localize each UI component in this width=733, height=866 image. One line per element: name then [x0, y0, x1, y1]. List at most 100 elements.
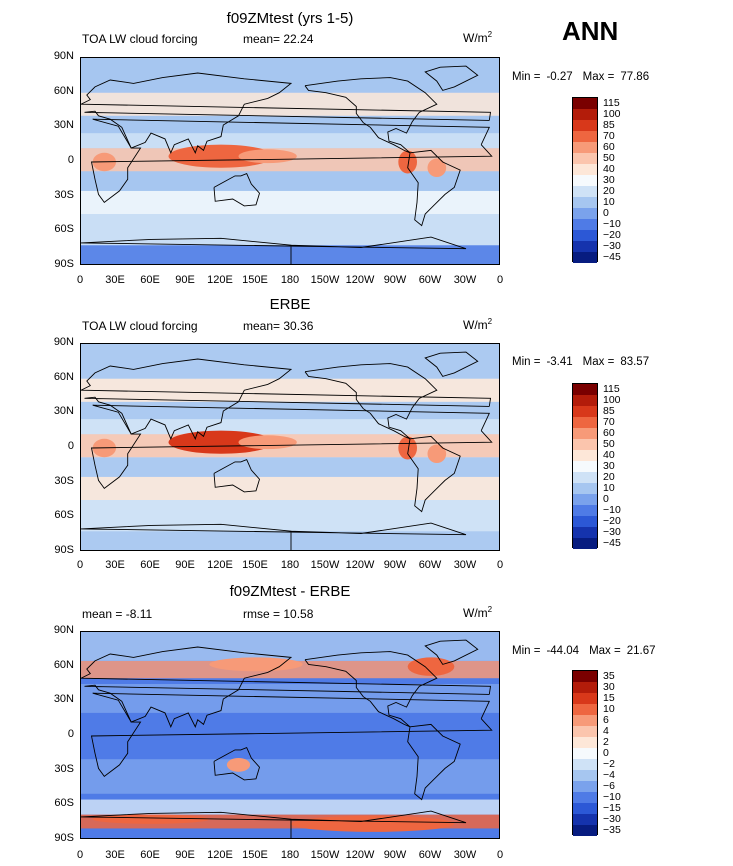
map-plot [80, 631, 500, 839]
colorbar-swatch [573, 814, 597, 825]
lat-tick-label: 60N [53, 658, 74, 671]
lon-tick-label: 30W [453, 559, 477, 571]
colorbar-swatch [573, 428, 597, 439]
colorbar-swatch [573, 142, 597, 153]
colorbar [572, 383, 598, 549]
colorbar-label: 100 [603, 393, 621, 406]
panel-title: f09ZMtest (yrs 1-5) [226, 10, 354, 27]
colorbar-label: −20 [603, 228, 621, 241]
colorbar-swatch [573, 803, 597, 814]
colorbar-label: −45 [603, 536, 621, 549]
lon-tick-label: 60W [418, 274, 442, 286]
lat-tick-label: 90N [53, 50, 74, 62]
lon-tick-label: 30E [105, 849, 125, 861]
lat-tick-label: 30N [53, 693, 74, 706]
colorbar-label: −35 [603, 823, 621, 836]
lat-tick-label: 90N [53, 624, 74, 636]
contour-field [81, 58, 499, 264]
colorbar-label: 115 [603, 382, 620, 395]
min-label: Min = [512, 356, 541, 368]
lat-tick-label: 0 [67, 440, 74, 452]
lon-tick-label: 120W [345, 559, 375, 571]
units-superscript: 2 [487, 317, 493, 326]
colorbar-swatch [573, 186, 597, 197]
panel-left-label: TOA LW cloud forcing [82, 32, 198, 46]
lon-tick-label: 90E [175, 274, 195, 286]
colorbar-swatch [573, 219, 597, 230]
min-label: Min = [512, 645, 541, 657]
colorbar-swatch [573, 516, 597, 527]
lon-tick-label: 180 [280, 559, 300, 571]
min-label: Min = [512, 71, 541, 83]
units-text: W/m [463, 31, 488, 45]
panel-title: f09ZMtest - ERBE [229, 583, 351, 600]
colorbar-swatch [573, 726, 597, 737]
colorbar-swatch [573, 109, 597, 120]
colorbar-label: 50 [603, 437, 615, 450]
lat-tick-label: 60N [53, 370, 74, 383]
lat-tick-label: 30S [54, 474, 74, 487]
max-label: Max = [589, 645, 621, 657]
colorbar-swatch [573, 120, 597, 131]
lon-tick-label: 120E [207, 559, 233, 571]
min-max-readout: Min = -44.04 Max = 21.67 [512, 645, 661, 657]
lon-tick-label: 150W [310, 274, 340, 286]
lon-tick-label: 150E [242, 274, 268, 286]
colorbar-label: 0 [603, 206, 609, 219]
lon-tick-label: 60W [418, 849, 442, 861]
colorbar-label: 2 [603, 735, 609, 748]
lon-tick-label: 120E [207, 274, 233, 286]
colorbar-swatch [573, 197, 597, 208]
colorbar-label: 10 [603, 481, 615, 494]
colorbar-swatch [573, 483, 597, 494]
colorbar-swatch [573, 748, 597, 759]
lon-tick-label: 30E [105, 274, 125, 286]
lon-tick-label: 150E [242, 559, 268, 571]
lon-tick-label: 0 [76, 559, 84, 571]
colorbar-swatch [573, 450, 597, 461]
colorbar-swatch [573, 737, 597, 748]
units-label: W/m2 [463, 317, 492, 332]
colorbar-swatch [573, 825, 597, 836]
lon-tick-label: 180 [280, 849, 300, 861]
colorbar-label: −30 [603, 239, 621, 252]
map-plot [80, 343, 500, 551]
lon-tick-label: 60E [140, 849, 160, 861]
lon-tick-label: 90W [383, 559, 407, 571]
lon-tick-label: 0 [496, 274, 504, 286]
colorbar-swatch [573, 395, 597, 406]
colorbar-swatch [573, 461, 597, 472]
lon-tick-label: 150W [310, 559, 340, 571]
max-value: 77.86 [620, 71, 650, 83]
colorbar-swatch [573, 384, 597, 395]
colorbar-label: 115 [603, 96, 620, 109]
lon-tick-label: 30W [453, 274, 477, 286]
lon-tick-label: 90W [383, 274, 407, 286]
lat-tick-label: 60S [54, 797, 74, 810]
panel-title: ERBE [269, 296, 311, 313]
units-label: W/m2 [463, 30, 492, 45]
colorbar-label: 10 [603, 195, 615, 208]
colorbar-label: 20 [603, 470, 615, 483]
units-label: W/m2 [463, 605, 492, 620]
lat-tick-label: 30N [53, 119, 74, 132]
lon-tick-label: 0 [496, 849, 504, 861]
lon-tick-label: 60W [418, 559, 442, 571]
min-max-readout: Min = -3.41 Max = 83.57 [512, 356, 655, 368]
max-label: Max = [582, 356, 615, 368]
units-text: W/m [463, 318, 488, 332]
colorbar-label: 70 [603, 129, 615, 142]
panel-center-label: rmse = 10.58 [243, 607, 314, 621]
colorbar-label: −20 [603, 514, 621, 527]
lat-tick-label: 90S [54, 544, 74, 556]
lat-tick-label: 60S [54, 223, 74, 236]
colorbar-label: 30 [603, 680, 615, 693]
colorbar-label: 10 [603, 702, 615, 715]
colorbar-label: −30 [603, 525, 621, 538]
lat-tick-label: 60S [54, 509, 74, 522]
lat-tick-label: 0 [67, 728, 74, 740]
units-superscript: 2 [487, 30, 493, 39]
colorbar-swatch [573, 781, 597, 792]
min-value: -3.41 [546, 356, 573, 368]
colorbar-swatch [573, 153, 597, 164]
